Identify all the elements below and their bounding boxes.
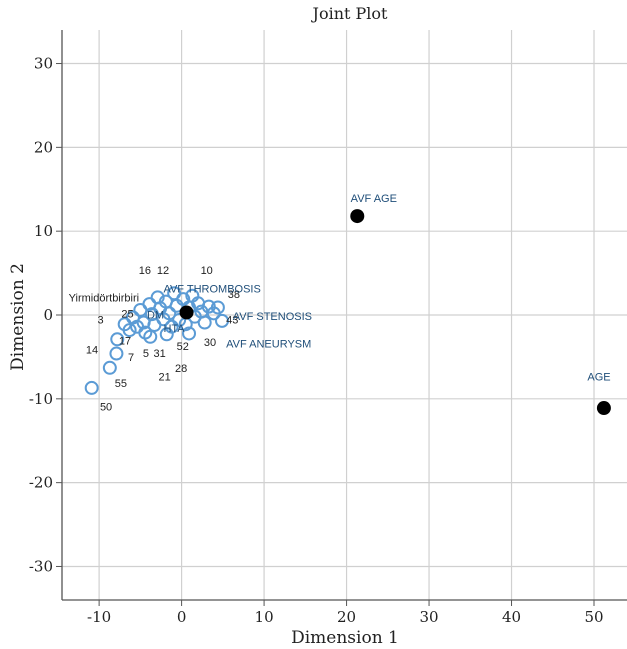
y-axis-ticks: -30 -20 -10 0 10 20 30	[29, 55, 62, 575]
object-points	[84, 286, 230, 395]
category-label: AVF ANEURYSM	[226, 339, 311, 351]
object-label: 38	[228, 289, 240, 301]
category-label: DM	[147, 309, 164, 321]
object-label: 16	[139, 265, 151, 277]
object-label: 30	[204, 337, 216, 349]
category-point	[596, 401, 611, 416]
object-point	[182, 326, 197, 341]
object-labels: 16 12 10 Yirmidörtbirbiri 38 3 25 43 14 17 7 5 31 52 3…	[69, 265, 240, 414]
object-label: 3	[97, 314, 103, 326]
object-label: Yirmidörtbirbiri	[69, 293, 140, 305]
object-point	[110, 332, 125, 347]
object-label: 17	[119, 335, 131, 347]
y-tick-label: -10	[29, 390, 53, 408]
y-tick-label: 20	[34, 138, 53, 156]
x-tick-label: 20	[337, 608, 356, 626]
category-point	[179, 305, 194, 320]
object-point	[197, 315, 212, 330]
y-tick-label: 0	[43, 306, 53, 324]
object-point	[102, 360, 117, 375]
object-label: 50	[100, 402, 112, 414]
y-tick-label: -20	[29, 474, 53, 492]
x-tick-label: 0	[177, 608, 187, 626]
y-tick-label: 10	[34, 222, 53, 240]
y-tick-label: -30	[29, 557, 53, 575]
object-label: 5	[143, 348, 149, 360]
category-labels: AVF AGE AGE AVF STENOSIS AVF ANEURYSM AVF TH…	[147, 193, 611, 384]
object-point	[122, 323, 137, 338]
x-tick-label: 10	[255, 608, 274, 626]
category-label: AVF AGE	[351, 193, 397, 205]
category-points	[179, 209, 611, 416]
grid-lines	[62, 30, 627, 600]
object-label: 28	[175, 363, 187, 375]
category-label: AGE	[587, 371, 610, 383]
object-point	[159, 327, 174, 342]
x-axis-ticks: -10 0 10 20 30 40 50	[87, 600, 604, 626]
object-label: 25	[121, 309, 133, 321]
object-label: 21	[159, 371, 171, 383]
object-label: 55	[115, 378, 127, 390]
y-tick-label: 30	[34, 55, 53, 73]
object-label: 12	[157, 265, 169, 277]
category-label: AVF STENOSIS	[233, 311, 312, 323]
object-point	[143, 329, 158, 344]
category-point	[350, 209, 365, 224]
object-label: 43	[226, 314, 238, 326]
object-point	[210, 300, 225, 315]
category-label: HTA	[163, 323, 185, 335]
object-label: 52	[177, 341, 189, 353]
x-tick-label: -10	[87, 608, 111, 626]
x-tick-label: 40	[502, 608, 521, 626]
object-point	[84, 380, 99, 395]
chart-title: Joint Plot	[311, 4, 389, 23]
x-axis-label: Dimension 1	[291, 628, 399, 648]
x-tick-label: 30	[419, 608, 438, 626]
object-point	[109, 346, 124, 361]
x-tick-label: 50	[584, 608, 603, 626]
object-label: 10	[201, 265, 213, 277]
category-label: AVF THROMBOSIS	[163, 283, 260, 295]
object-label: 7	[128, 352, 134, 364]
object-point	[215, 313, 230, 328]
object-point	[162, 306, 177, 321]
y-axis-label: Dimension 2	[8, 263, 28, 371]
object-label: 31	[154, 348, 166, 360]
object-label: 14	[86, 345, 98, 357]
